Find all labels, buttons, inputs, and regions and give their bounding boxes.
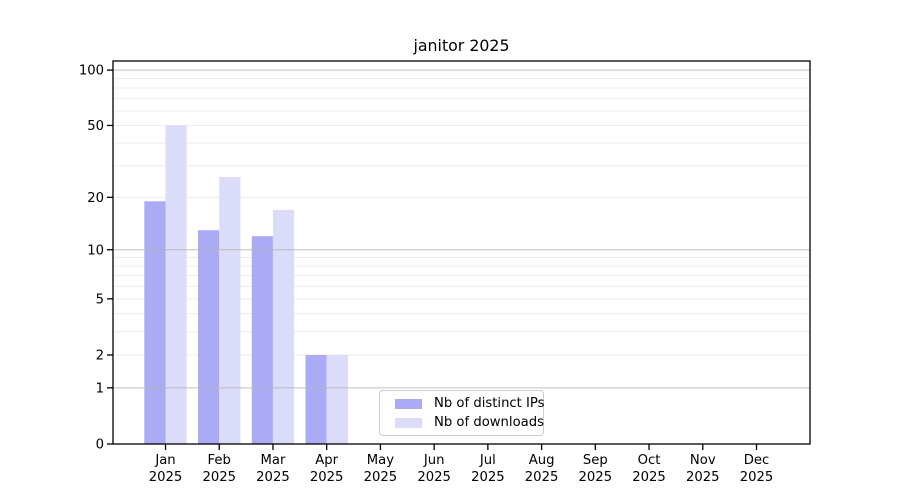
bar-distinct-ips-jan — [144, 201, 166, 444]
plot-frame — [112, 60, 811, 445]
x-tick-label-month: May — [367, 453, 394, 468]
bar-distinct-ips-feb — [198, 230, 220, 444]
x-tick-label-month: Aug — [529, 453, 555, 468]
legend-swatch-distinct-ips — [395, 398, 422, 409]
x-tick-label-year: 2025 — [310, 470, 344, 485]
x-tick-label-month: Nov — [690, 453, 716, 468]
x-tick-label-month: Oct — [638, 453, 661, 468]
x-tick-label-month: Mar — [261, 453, 286, 468]
legend-item: Nb of distinct IPs — [388, 397, 545, 410]
y-tick-label: 20 — [87, 191, 104, 206]
bar-downloads-mar — [272, 209, 295, 444]
bar-downloads-apr — [326, 354, 348, 444]
x-tick-label-year: 2025 — [202, 470, 236, 485]
x-tick-label-year: 2025 — [579, 470, 613, 485]
y-tick-label: 50 — [87, 119, 104, 134]
y-tick-label: 10 — [87, 243, 104, 258]
bar-distinct-ips-mar — [251, 236, 273, 444]
x-tick-label-year: 2025 — [417, 470, 451, 485]
x-tick-label-month: Jan — [154, 453, 175, 468]
y-tick-label: 5 — [96, 292, 104, 307]
x-tick-label-year: 2025 — [256, 470, 290, 485]
x-tick-label-year: 2025 — [632, 470, 666, 485]
x-tick-label-year: 2025 — [364, 470, 398, 485]
y-tick-label: 2 — [96, 349, 104, 364]
x-tick-label-year: 2025 — [525, 470, 559, 485]
legend-label: Nb of distinct IPs — [434, 395, 545, 411]
legend-swatch-downloads — [395, 417, 422, 428]
x-tick-label-month: Jul — [479, 453, 496, 468]
x-tick-label-year: 2025 — [149, 470, 183, 485]
bar-downloads-jan — [165, 125, 187, 445]
x-tick-label-year: 2025 — [740, 470, 774, 485]
bar-downloads-feb — [219, 176, 241, 444]
x-tick-label-month: Feb — [208, 453, 231, 468]
y-tick-label: 0 — [96, 438, 104, 453]
y-tick-label: 1 — [96, 381, 104, 396]
x-tick-label-month: Jun — [423, 453, 445, 468]
x-tick-label-month: Apr — [315, 453, 338, 468]
legend-label: Nb of downloads — [434, 414, 544, 430]
y-tick-label: 100 — [79, 64, 104, 79]
x-tick-label-month: Sep — [583, 453, 608, 468]
legend-item: Nb of downloads — [388, 416, 544, 429]
x-tick-label-year: 2025 — [686, 470, 720, 485]
x-tick-label-month: Dec — [744, 453, 770, 468]
x-tick-label-year: 2025 — [471, 470, 505, 485]
bar-distinct-ips-apr — [305, 354, 327, 444]
chart-title: janitor 2025 — [413, 36, 510, 55]
legend: Nb of distinct IPs Nb of downloads — [379, 390, 545, 436]
